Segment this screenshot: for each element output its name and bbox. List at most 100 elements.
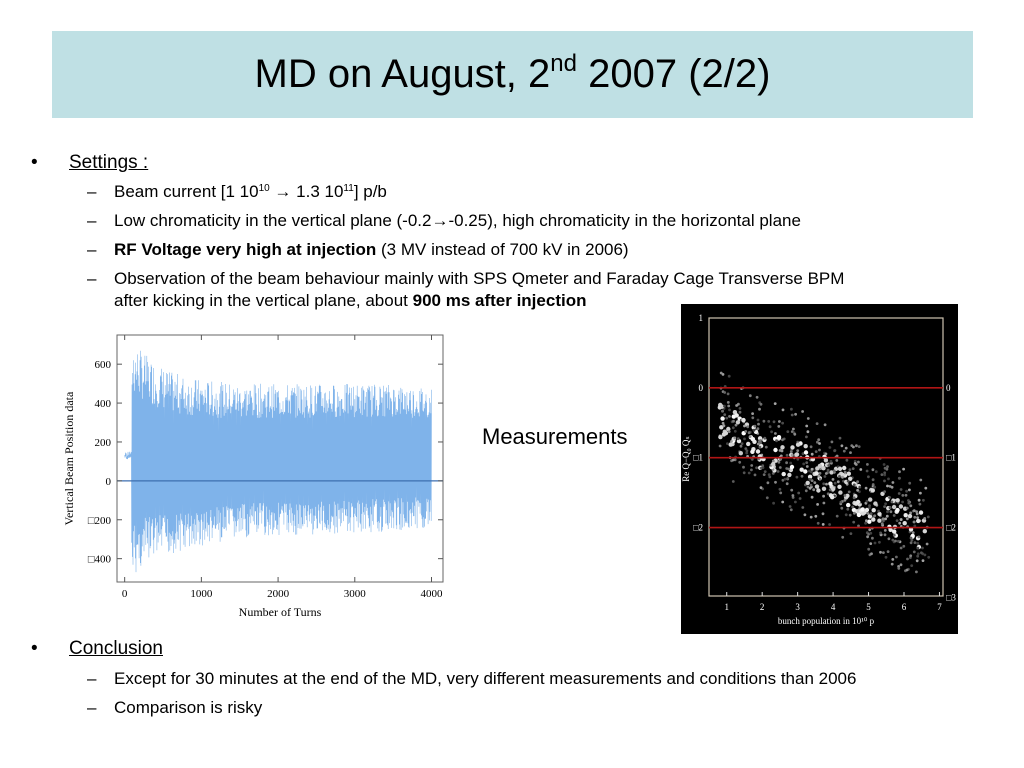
scatter-point: [794, 412, 797, 416]
scatter-point: [855, 499, 861, 505]
scatter-point: [803, 444, 808, 449]
scatter-point: [886, 484, 889, 488]
scatter-point: [818, 448, 821, 452]
x-tick-label: 5: [866, 602, 871, 612]
scatter-point: [848, 476, 853, 481]
scatter-point: [790, 445, 795, 450]
scatter-point: [845, 458, 849, 462]
scatter-point: [806, 417, 810, 420]
scatter-point: [805, 465, 809, 468]
scatter-point: [765, 496, 769, 500]
conclusion-item: – Except for 30 minutes at the end of the…: [87, 669, 857, 688]
scatter-point: [772, 420, 776, 424]
conclusion-item: – Comparison is risky: [87, 698, 263, 717]
scatter-point: [856, 480, 859, 484]
scatter-point: [745, 449, 749, 453]
scatter-point: [892, 514, 896, 517]
scatter-point: [767, 473, 771, 477]
x-tick-label: 7: [937, 602, 942, 612]
scatter-point: [789, 450, 793, 454]
scatter-point: [723, 413, 727, 416]
scatter-point: [725, 416, 729, 420]
scatter-point: [756, 427, 760, 431]
scatter-point: [787, 472, 792, 478]
y-tick-label: □400: [88, 554, 112, 566]
scatter-point: [921, 546, 924, 550]
scatter-point: [891, 558, 895, 561]
scatter-point: [870, 552, 873, 556]
scatter-point: [814, 450, 818, 453]
scatter-point: [898, 504, 904, 509]
scatter-point: [883, 529, 887, 532]
scatter-point: [836, 480, 840, 484]
scatter-point: [895, 555, 898, 559]
scatter-point: [794, 452, 800, 457]
scatter-point: [915, 510, 918, 513]
scatter-point: [849, 532, 853, 535]
x-tick-label: 4: [831, 602, 836, 612]
scatter-point: [739, 444, 743, 448]
scatter-point: [840, 444, 844, 448]
scatter-point: [909, 504, 913, 508]
x-tick-label: 6: [902, 602, 907, 612]
scatter-point: [806, 430, 810, 434]
scatter-point: [773, 402, 777, 405]
scatter-point: [801, 506, 805, 509]
scatter-point: [882, 551, 885, 554]
scatter-point: [727, 374, 731, 378]
scatter-point: [867, 547, 871, 551]
scatter-point: [821, 512, 825, 516]
scatter-point: [844, 513, 848, 517]
scatter-point: [912, 509, 916, 512]
scatter-point: [781, 478, 785, 482]
scatter-point: [772, 501, 775, 505]
scatter-point: [793, 432, 797, 436]
scatter-point: [897, 567, 901, 570]
y-tick-label-right: □1: [946, 453, 956, 463]
scatter-point: [785, 482, 789, 486]
scatter-point: [899, 546, 903, 550]
scatter-point: [867, 475, 870, 479]
scatter-point: [870, 488, 875, 493]
scatter-point: [828, 481, 833, 486]
measurements-label: Measurements: [482, 424, 628, 449]
scatter-point: [841, 535, 845, 539]
scatter-point: [831, 478, 835, 481]
scatter-point: [913, 524, 917, 528]
scatter-point: [821, 486, 827, 491]
scatter-point: [798, 497, 802, 500]
scatter-point: [864, 507, 870, 513]
scatter-point: [888, 506, 892, 510]
scatter-point: [747, 431, 751, 435]
scatter-point: [842, 465, 847, 471]
scatter-point: [796, 449, 800, 452]
scatter-point: [902, 544, 906, 548]
scatter-point: [880, 522, 884, 526]
scatter-point: [738, 410, 742, 414]
scatter-point: [790, 407, 793, 411]
scatter-point: [833, 481, 837, 485]
scatter-point: [776, 470, 780, 473]
scatter-point: [805, 435, 808, 439]
scatter-point: [873, 514, 877, 518]
scatter-point: [883, 471, 887, 475]
x-tick-label: 1000: [190, 588, 213, 600]
scatter-point: [866, 535, 869, 539]
scatter-point: [883, 533, 887, 537]
scatter-point: [880, 491, 885, 496]
scatter-point: [906, 557, 909, 561]
scatter-point: [778, 466, 782, 469]
scatter-point: [837, 484, 842, 489]
scatter-point: [867, 519, 872, 524]
scatter-point: [921, 559, 925, 562]
scatter-point: [816, 503, 819, 506]
scatter-point: [830, 440, 834, 444]
scatter-point: [877, 518, 882, 523]
y-tick-label-right: □2: [946, 523, 956, 533]
scatter-point: [878, 540, 881, 544]
scatter-point: [719, 371, 723, 375]
scatter-point: [816, 488, 821, 493]
scatter-point: [805, 480, 810, 486]
scatter-point: [723, 404, 726, 408]
scatter-point: [814, 471, 819, 476]
